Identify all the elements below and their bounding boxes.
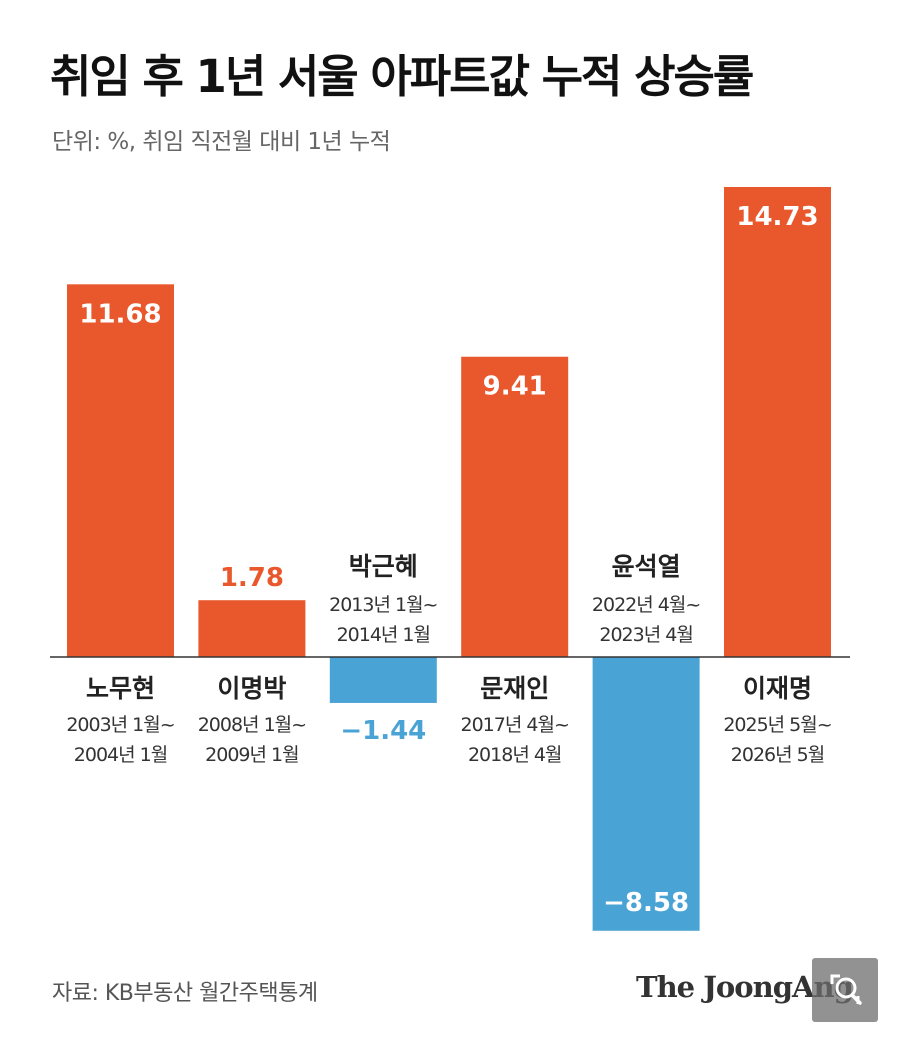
period-start-label-0: 2003년 1월~ xyxy=(66,714,174,736)
bar-0 xyxy=(67,284,174,657)
bar-1 xyxy=(198,600,306,657)
bar-5 xyxy=(724,187,831,657)
value-label-5: 14.73 xyxy=(736,202,818,232)
period-end-label-2: 2014년 1월 xyxy=(337,624,430,646)
category-label-2: 박근혜 xyxy=(349,552,418,581)
period-start-label-4: 2022년 4월~ xyxy=(592,594,700,616)
category-label-0: 노무현 xyxy=(86,674,155,703)
value-label-3: 9.41 xyxy=(483,372,547,402)
category-label-5: 이재명 xyxy=(743,674,812,703)
period-start-label-3: 2017년 4월~ xyxy=(461,714,569,736)
period-end-label-1: 2009년 1월 xyxy=(205,744,298,766)
value-label-2: −1.44 xyxy=(340,716,426,746)
zoom-search-icon xyxy=(830,974,862,1005)
bar-3 xyxy=(461,356,569,657)
source-note: 자료: KB부동산 월간주택통계 xyxy=(52,981,318,1006)
period-end-label-4: 2023년 4월 xyxy=(599,624,692,646)
zoom-button[interactable] xyxy=(812,958,878,1022)
period-start-label-2: 2013년 1월~ xyxy=(329,594,437,616)
chart-subtitle: 단위: %, 취임 직전월 대비 1년 누적 xyxy=(52,129,391,155)
period-end-label-3: 2018년 4월 xyxy=(468,744,561,766)
category-label-3: 문재인 xyxy=(480,674,549,703)
chart-title: 취임 후 1년 서울 아파트값 누적 상승률 xyxy=(50,50,754,103)
bar-4 xyxy=(592,657,700,931)
category-label-1: 이명박 xyxy=(217,674,286,703)
value-label-0: 11.68 xyxy=(79,299,161,329)
period-start-label-5: 2025년 5월~ xyxy=(723,714,831,736)
period-end-label-0: 2004년 1월 xyxy=(74,744,167,766)
period-end-label-5: 2026년 5월 xyxy=(731,744,824,766)
value-label-4: −8.58 xyxy=(603,888,689,918)
category-label-4: 윤석열 xyxy=(612,552,681,581)
bar-chart: 11.68 노무현 2003년 1월~ 2004년 1월 1.78 이명박 2008년 1월… xyxy=(50,187,850,931)
value-label-1: 1.78 xyxy=(220,563,284,593)
period-start-label-1: 2008년 1월~ xyxy=(198,714,306,736)
bar-2 xyxy=(329,657,437,703)
